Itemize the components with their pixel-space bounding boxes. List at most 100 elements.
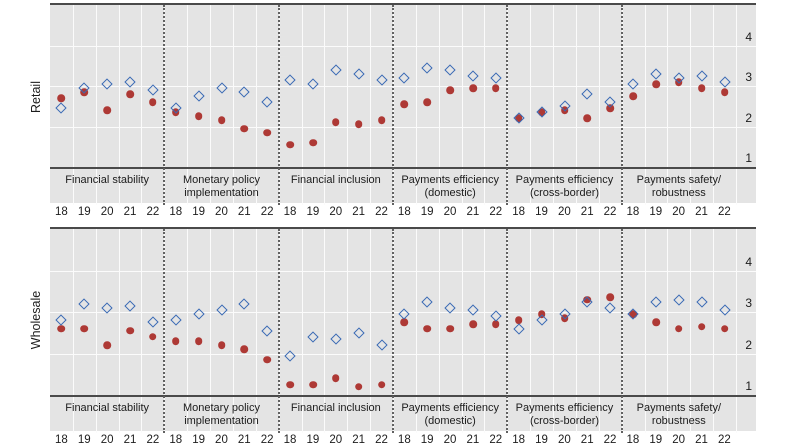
dot-marker	[217, 116, 226, 125]
dot-marker	[80, 324, 89, 333]
dot-marker	[720, 324, 729, 333]
year-tick-label: 19	[420, 434, 434, 445]
diamond-marker	[261, 325, 273, 337]
year-tick-label: 20	[215, 206, 228, 218]
category-label: Payments safety/ robustness	[636, 402, 721, 427]
gridline-vertical	[118, 5, 120, 205]
gridline-vertical	[370, 5, 372, 205]
dot-marker	[309, 138, 317, 147]
gridline-vertical	[141, 5, 143, 205]
category-separator	[163, 5, 166, 205]
year-tick-label: 20	[100, 434, 114, 445]
diamond-marker	[124, 300, 136, 312]
dot-marker	[149, 98, 157, 106]
gridline-vertical	[644, 5, 646, 205]
year-tick-label: 20	[443, 206, 457, 218]
year-tick-label: 21	[695, 434, 708, 445]
year-tick-label: 22	[603, 206, 617, 218]
year-tick-label: 20	[672, 434, 686, 445]
category-label: Payments safety/ robustness	[636, 174, 721, 199]
dot-marker	[537, 310, 546, 318]
gridline-vertical	[598, 5, 600, 205]
diamond-marker	[170, 314, 182, 326]
diamond-marker	[330, 64, 342, 76]
year-tick-label: 22	[146, 434, 160, 445]
year-tick-label: 18	[512, 434, 526, 445]
dot-marker	[354, 382, 363, 391]
year-tick-label: 19	[306, 206, 320, 218]
y-axis-tick-label: 3	[745, 296, 752, 310]
year-tick-label: 21	[123, 206, 137, 218]
gridline-vertical	[210, 229, 212, 433]
year-tick-label: 22	[260, 206, 274, 218]
diamond-marker	[192, 90, 205, 102]
category-label: Financial inclusion	[290, 174, 381, 186]
year-tick-label: 22	[717, 206, 731, 218]
y-axis-tick-label: 2	[745, 110, 752, 125]
diamond-marker	[650, 295, 662, 308]
gridline-horizontal	[50, 270, 756, 272]
diamond-marker	[375, 339, 388, 351]
year-tick-label: 19	[306, 434, 320, 445]
dot-marker	[286, 380, 294, 389]
dot-marker	[469, 84, 477, 92]
gridline-vertical	[347, 229, 349, 433]
year-tick-label: 20	[329, 206, 343, 218]
diamond-marker	[215, 304, 228, 316]
diamond-marker	[261, 96, 273, 108]
dot-marker	[103, 106, 111, 115]
gridline-horizontal	[50, 126, 756, 128]
year-tick-label: 18	[55, 434, 68, 445]
dot-marker	[194, 112, 203, 121]
gridline-vertical	[118, 229, 120, 433]
dot-marker	[126, 90, 134, 98]
diamond-marker	[490, 72, 502, 84]
year-tick-label: 21	[580, 434, 594, 445]
year-tick-label: 19	[535, 206, 548, 218]
category-separator	[620, 229, 623, 433]
dot-marker	[240, 124, 249, 133]
gridline-horizontal	[50, 353, 756, 355]
year-tick-label: 21	[123, 434, 137, 445]
diamond-marker	[421, 62, 433, 74]
year-tick-label: 21	[466, 434, 480, 445]
year-tick-label: 18	[626, 206, 640, 218]
gridline-vertical	[438, 229, 440, 433]
gridline-vertical	[415, 229, 417, 433]
dot-marker	[80, 88, 89, 96]
dot-marker	[423, 324, 432, 333]
gridline-vertical	[553, 229, 555, 433]
gridline-vertical	[575, 5, 577, 205]
diamond-marker	[673, 293, 685, 306]
year-tick-label: 21	[466, 206, 480, 218]
dot-marker	[492, 84, 500, 92]
dot-marker	[171, 337, 180, 345]
category-separator	[506, 5, 509, 205]
gridline-vertical	[575, 229, 577, 433]
diamond-marker	[535, 106, 548, 118]
dot-marker	[332, 374, 340, 383]
dot-marker	[652, 80, 660, 88]
year-tick-label: 19	[649, 206, 663, 218]
year-tick-label: 22	[375, 434, 388, 445]
category-label: Monetary policy implementation	[182, 174, 261, 199]
dot-marker	[629, 92, 637, 100]
gridline-vertical	[736, 5, 737, 205]
y-axis-tick-label: 3	[745, 70, 752, 84]
year-tick-label: 19	[649, 434, 663, 445]
diamond-marker	[696, 70, 708, 82]
diamond-marker	[398, 308, 411, 320]
year-tick-label: 22	[603, 434, 617, 445]
diamond-marker	[192, 308, 205, 320]
year-tick-label: 18	[55, 206, 68, 218]
diamond-marker	[284, 349, 296, 362]
diamond-marker	[444, 64, 456, 76]
diamond-marker	[627, 78, 639, 90]
year-tick-label: 19	[77, 434, 91, 445]
year-tick-label: 20	[329, 434, 343, 445]
gridline-vertical	[530, 5, 532, 205]
year-tick-label: 21	[580, 206, 594, 218]
dot-marker	[263, 355, 272, 364]
diamond-marker	[650, 68, 662, 80]
